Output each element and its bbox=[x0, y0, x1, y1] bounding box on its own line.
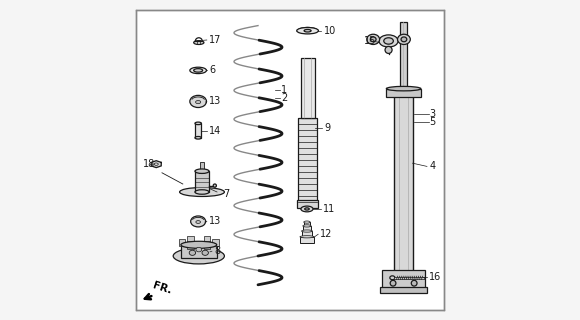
Ellipse shape bbox=[401, 37, 407, 42]
Text: 10: 10 bbox=[324, 26, 336, 36]
Ellipse shape bbox=[195, 169, 209, 173]
Bar bbox=[304, 222, 310, 226]
Ellipse shape bbox=[297, 28, 318, 34]
Ellipse shape bbox=[195, 100, 201, 104]
Ellipse shape bbox=[190, 95, 206, 108]
Bar bbox=[187, 242, 194, 249]
Ellipse shape bbox=[384, 38, 393, 44]
Text: 12: 12 bbox=[320, 229, 333, 239]
Ellipse shape bbox=[194, 69, 202, 72]
Ellipse shape bbox=[390, 280, 396, 286]
Ellipse shape bbox=[397, 34, 410, 44]
Ellipse shape bbox=[303, 225, 311, 227]
Ellipse shape bbox=[390, 276, 395, 280]
Bar bbox=[394, 93, 413, 272]
Bar bbox=[195, 123, 201, 138]
Bar bbox=[300, 58, 314, 118]
Text: 7: 7 bbox=[223, 188, 229, 199]
Bar bbox=[187, 236, 194, 243]
Text: 9: 9 bbox=[325, 123, 331, 133]
Ellipse shape bbox=[370, 37, 376, 42]
Bar bbox=[212, 239, 219, 246]
Ellipse shape bbox=[196, 247, 202, 252]
Ellipse shape bbox=[298, 28, 317, 33]
Ellipse shape bbox=[367, 34, 379, 44]
Ellipse shape bbox=[379, 35, 398, 47]
Text: 13: 13 bbox=[209, 96, 222, 107]
Ellipse shape bbox=[191, 216, 206, 227]
Text: 1: 1 bbox=[281, 84, 287, 95]
Ellipse shape bbox=[180, 188, 224, 196]
Ellipse shape bbox=[300, 236, 314, 238]
Ellipse shape bbox=[386, 86, 421, 91]
Bar bbox=[386, 89, 421, 97]
Ellipse shape bbox=[302, 230, 313, 232]
Text: 18: 18 bbox=[143, 159, 155, 169]
Ellipse shape bbox=[173, 248, 224, 264]
Text: 8: 8 bbox=[215, 246, 221, 256]
Text: 3: 3 bbox=[429, 108, 436, 119]
Ellipse shape bbox=[304, 221, 310, 223]
Ellipse shape bbox=[195, 136, 201, 139]
Bar bbox=[195, 171, 209, 192]
Text: 15: 15 bbox=[364, 36, 376, 46]
Bar bbox=[204, 242, 211, 249]
Bar bbox=[200, 162, 204, 170]
Ellipse shape bbox=[304, 29, 311, 32]
Text: 6: 6 bbox=[209, 65, 216, 76]
Bar bbox=[380, 287, 427, 293]
Text: 13: 13 bbox=[209, 216, 222, 227]
Ellipse shape bbox=[385, 46, 392, 53]
Bar bbox=[400, 22, 407, 93]
Ellipse shape bbox=[196, 220, 201, 223]
Bar bbox=[382, 270, 425, 288]
Bar bbox=[204, 236, 211, 243]
Ellipse shape bbox=[202, 250, 208, 255]
Ellipse shape bbox=[194, 41, 204, 44]
Text: 14: 14 bbox=[209, 125, 222, 136]
Text: 16: 16 bbox=[429, 272, 441, 282]
Ellipse shape bbox=[213, 184, 216, 187]
Ellipse shape bbox=[304, 208, 309, 210]
Text: FR.: FR. bbox=[152, 280, 173, 296]
Bar bbox=[300, 237, 314, 243]
Ellipse shape bbox=[411, 280, 417, 286]
Ellipse shape bbox=[190, 67, 206, 74]
Bar bbox=[303, 226, 311, 231]
Text: 11: 11 bbox=[323, 204, 335, 214]
Ellipse shape bbox=[195, 122, 201, 125]
Ellipse shape bbox=[195, 190, 209, 194]
Ellipse shape bbox=[301, 206, 313, 212]
Text: 2: 2 bbox=[281, 92, 287, 103]
Text: 5: 5 bbox=[429, 116, 436, 127]
Bar bbox=[297, 200, 318, 208]
Text: 4: 4 bbox=[429, 161, 436, 172]
Bar bbox=[302, 231, 313, 237]
Text: 17: 17 bbox=[209, 35, 222, 45]
Bar bbox=[299, 118, 317, 202]
Polygon shape bbox=[151, 161, 161, 168]
Ellipse shape bbox=[189, 250, 195, 255]
Ellipse shape bbox=[181, 241, 217, 248]
Bar bbox=[179, 239, 186, 246]
Bar bbox=[181, 245, 217, 258]
